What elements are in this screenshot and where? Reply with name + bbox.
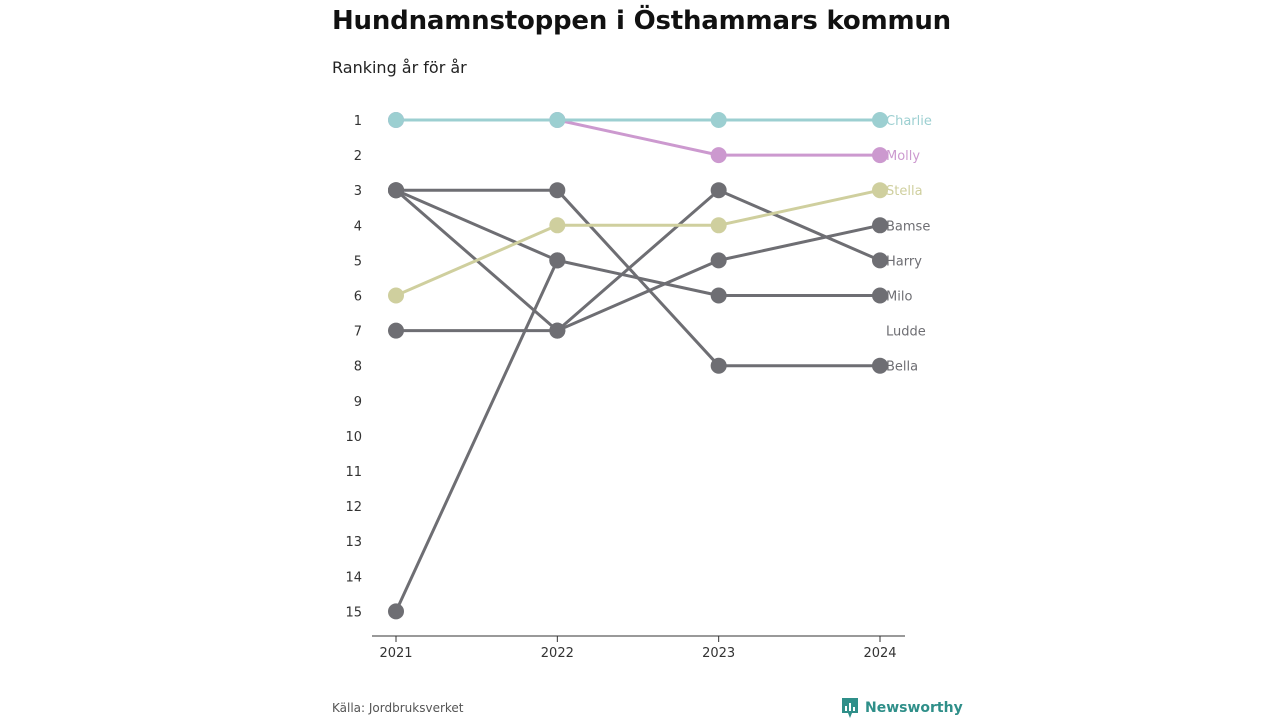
y-tick-label: 6 <box>354 290 362 305</box>
point-bamse <box>710 252 727 269</box>
series-label-milo: Milo <box>886 290 912 305</box>
series-labels: Bella Milo Harry Bamse Ludde Stella Molly Charl… <box>886 114 932 375</box>
point-stella <box>710 217 727 234</box>
y-tick-label: 11 <box>345 465 362 480</box>
series-points <box>388 112 888 620</box>
y-tick-label: 8 <box>354 360 362 375</box>
x-tick-label: 2024 <box>863 646 896 661</box>
series-lines <box>394 118 882 613</box>
point-bamse <box>549 322 566 339</box>
series-label-ludde: Ludde <box>886 325 926 340</box>
y-tick-label: 5 <box>354 254 362 269</box>
chart-title: Hundnamnstoppen i Östhammars kommun <box>332 6 951 36</box>
series-label-bella: Bella <box>886 360 918 375</box>
point-molly <box>872 147 888 164</box>
point-stella <box>388 287 404 304</box>
line-segment-ludde <box>394 258 559 613</box>
point-ludde <box>388 603 404 620</box>
point-bella <box>710 357 727 374</box>
point-milo <box>710 287 727 304</box>
y-tick-label: 14 <box>345 570 362 585</box>
point-stella <box>549 217 566 234</box>
point-charlie <box>549 112 566 128</box>
line-segment-harry <box>555 188 721 333</box>
series-label-molly: Molly <box>886 149 920 164</box>
line-segment-harry <box>717 188 882 262</box>
point-milo <box>872 287 888 304</box>
line-segment-stella <box>717 188 882 227</box>
line-segment-bamse <box>717 223 882 262</box>
y-tick-label: 15 <box>345 605 362 620</box>
brand-logo: Newsworthy <box>841 697 963 719</box>
point-bamse <box>388 322 404 339</box>
x-tick-label: 2023 <box>702 646 735 661</box>
y-tick-label: 3 <box>354 184 362 199</box>
point-harry <box>710 182 727 199</box>
series-label-bamse: Bamse <box>886 219 930 234</box>
x-tick-label: 2022 <box>541 646 574 661</box>
newsworthy-icon <box>842 698 858 718</box>
point-bella <box>549 182 566 199</box>
y-tick-label: 4 <box>354 219 362 234</box>
y-tick-label: 1 <box>354 114 362 129</box>
point-harry <box>872 252 888 269</box>
line-segment-molly <box>555 118 721 157</box>
x-axis: 2021 2022 2023 2024 <box>372 635 905 661</box>
point-molly <box>710 147 727 164</box>
y-tick-label: 7 <box>354 325 362 340</box>
y-tick-label: 10 <box>345 430 362 445</box>
point-bamse <box>872 217 888 234</box>
line-segment-milo <box>555 258 721 297</box>
series-label-charlie: Charlie <box>886 114 932 129</box>
series-label-stella: Stella <box>886 184 923 199</box>
y-tick-label: 9 <box>354 395 362 410</box>
y-tick-label: 13 <box>345 535 362 550</box>
x-tick-label: 2021 <box>379 646 412 661</box>
brand-name: Newsworthy <box>865 700 963 716</box>
y-tick-label: 2 <box>354 149 362 164</box>
line-segment-stella <box>394 223 559 297</box>
point-charlie <box>388 112 404 128</box>
series-label-harry: Harry <box>886 254 922 269</box>
point-charlie <box>872 112 888 128</box>
point-ludde <box>549 252 566 269</box>
line-segment-bamse <box>555 258 721 333</box>
source-note: Källa: Jordbruksverket <box>332 701 464 715</box>
line-segment-milo <box>394 188 559 262</box>
chart-subtitle: Ranking år för år <box>332 58 467 77</box>
point-harry <box>388 182 404 199</box>
point-bella <box>872 357 888 374</box>
point-charlie <box>710 112 727 128</box>
y-tick-label: 12 <box>345 500 362 515</box>
point-stella <box>872 182 888 199</box>
